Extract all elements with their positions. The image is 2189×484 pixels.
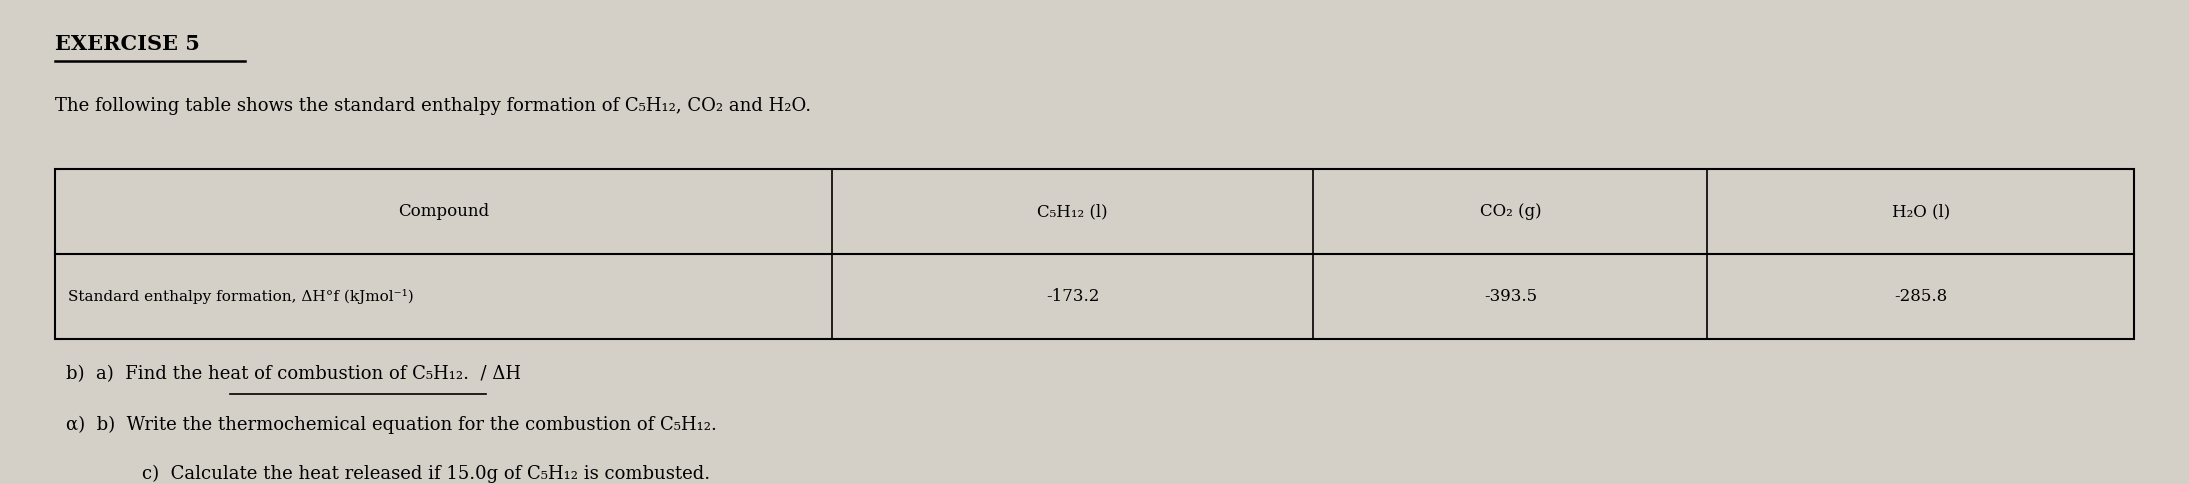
Text: H₂O (l): H₂O (l) bbox=[1891, 203, 1950, 220]
Text: EXERCISE 5: EXERCISE 5 bbox=[55, 34, 199, 54]
Text: -173.2: -173.2 bbox=[1046, 288, 1099, 305]
Text: α)  b)  Write the thermochemical equation for the combustion of C₅H₁₂.: α) b) Write the thermochemical equation … bbox=[66, 416, 716, 435]
Text: The following table shows the standard enthalpy formation of C₅H₁₂, CO₂ and H₂O.: The following table shows the standard e… bbox=[55, 97, 810, 115]
Text: c)  Calculate the heat released if 15.0g of C₅H₁₂ is combusted.: c) Calculate the heat released if 15.0g … bbox=[142, 465, 711, 483]
Text: C₅H₁₂ (l): C₅H₁₂ (l) bbox=[1038, 203, 1108, 220]
Text: -285.8: -285.8 bbox=[1893, 288, 1948, 305]
Text: CO₂ (g): CO₂ (g) bbox=[1480, 203, 1541, 220]
Text: Standard enthalpy formation, ΔH°f (kJmol⁻¹): Standard enthalpy formation, ΔH°f (kJmol… bbox=[68, 289, 414, 304]
Text: Compound: Compound bbox=[398, 203, 488, 220]
Text: -393.5: -393.5 bbox=[1484, 288, 1537, 305]
Text: b)  a)  Find the heat of combustion of C₅H₁₂.  / ΔH: b) a) Find the heat of combustion of C₅H… bbox=[66, 365, 521, 383]
